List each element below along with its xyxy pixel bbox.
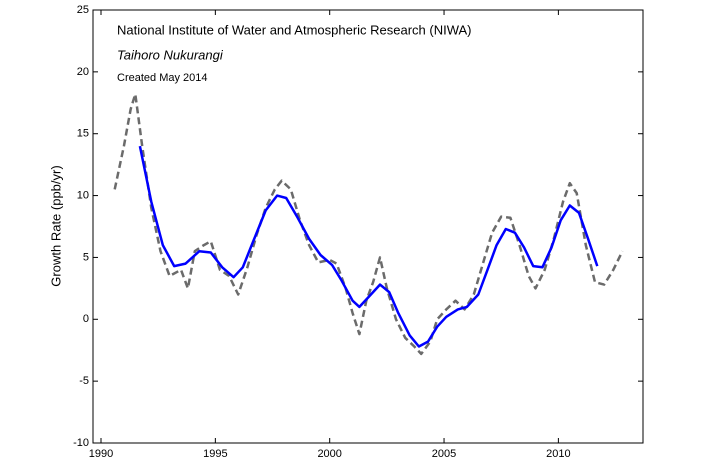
y-tick-label: 0: [83, 313, 89, 325]
annotation: Taihoro Nukurangi: [117, 47, 224, 62]
annotation: Created May 2014: [117, 72, 208, 84]
y-tick-label: 20: [77, 66, 89, 78]
y-axis-label: Growth Rate (ppb/yr): [48, 165, 63, 286]
y-tick-label: 5: [83, 251, 89, 263]
x-tick-label: 2005: [432, 448, 456, 460]
y-tick-label: -10: [73, 437, 89, 449]
line-series: [138, 145, 599, 348]
annotation: National Institute of Water and Atmosphe…: [117, 22, 472, 37]
y-tick-label: -5: [79, 375, 89, 387]
plot-frame: [92, 9, 644, 444]
line-series: [113, 92, 624, 356]
y-tick-label: 15: [77, 128, 89, 140]
x-tick-label: 2010: [546, 448, 570, 460]
x-tick-label: 1990: [89, 448, 113, 460]
y-tick-label: 10: [77, 189, 89, 201]
x-tick-label: 1995: [203, 448, 227, 460]
y-tick-label: 25: [77, 4, 89, 16]
x-tick-label: 2000: [317, 448, 341, 460]
